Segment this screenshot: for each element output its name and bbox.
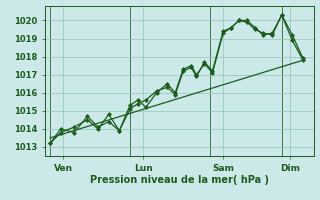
X-axis label: Pression niveau de la mer( hPa ): Pression niveau de la mer( hPa ) — [90, 175, 269, 185]
